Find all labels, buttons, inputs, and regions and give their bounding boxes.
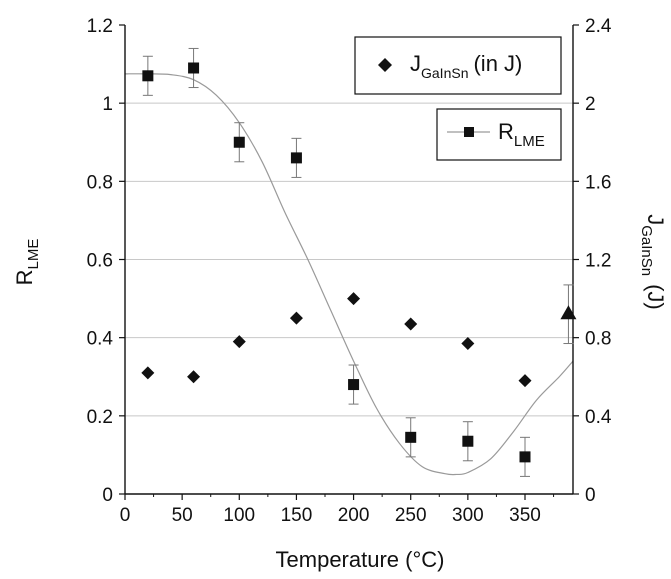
x-axis-title: Temperature (°C): [276, 547, 445, 572]
legend-diamond: JGaInSn (in J): [354, 36, 562, 95]
x-tick-label: 350: [509, 505, 541, 526]
left-tick-label: 1: [102, 94, 113, 115]
diamond-point: [187, 370, 201, 384]
diamond-point: [141, 366, 155, 380]
triangle-point: [560, 305, 577, 320]
left-tick-label: 0: [102, 485, 113, 506]
x-tick-label: 300: [452, 505, 484, 526]
diamond-point: [347, 292, 361, 306]
legend-square-label: RLME: [498, 119, 545, 150]
left-axis-title-main: R: [12, 269, 37, 285]
right-axis-title-sub: GaInSn: [638, 225, 655, 276]
grid-lines: [125, 102, 573, 417]
left-axis-title: RLME: [12, 239, 42, 286]
x-tick-label: 200: [338, 505, 370, 526]
square-point: [462, 435, 474, 447]
diamond-point: [461, 337, 475, 351]
legend-square-box: [436, 108, 562, 161]
right-tick-label: 2: [585, 94, 596, 115]
right-tick-label: 1.2: [585, 251, 611, 272]
right-axis-title-main: J: [643, 214, 668, 225]
diamond-point: [289, 311, 303, 325]
right-tick-label: 0: [585, 485, 596, 506]
square-point: [188, 62, 200, 74]
x-tick-label: 250: [395, 505, 427, 526]
square-point: [405, 431, 417, 443]
tick-marks: [119, 24, 579, 500]
diamond-point: [232, 335, 246, 349]
x-tick-label: 0: [120, 505, 131, 526]
right-axis-title: JGaInSn (J): [638, 214, 668, 310]
x-tick-labels: 0 50 100 150 200 250 300 350: [120, 505, 541, 526]
left-tick-label: 0.4: [87, 329, 114, 350]
left-tick-label: 0.2: [87, 407, 113, 428]
square-point: [142, 70, 154, 82]
left-tick-label: 0.8: [87, 172, 113, 193]
x-tick-label: 50: [172, 505, 193, 526]
legend-square-label-main: R: [498, 119, 514, 144]
right-axis-title-suffix: (J): [643, 284, 668, 310]
legend-diamond-label-sub: GaInSn: [421, 65, 468, 81]
legend-diamond-marker: [378, 58, 392, 72]
left-tick-label: 0.6: [87, 251, 113, 272]
right-tick-label: 1.6: [585, 172, 611, 193]
square-point: [348, 379, 360, 391]
fit-curve: [124, 73, 574, 476]
legend-square-marker: [464, 127, 474, 137]
right-tick-labels: 0 0.4 0.8 1.2 1.6 2 2.4: [585, 16, 612, 506]
square-point: [519, 451, 531, 463]
left-axis-title-sub: LME: [25, 239, 42, 270]
left-tick-label: 1.2: [87, 16, 113, 37]
square-point: [233, 136, 245, 148]
legend-square-label-sub: LME: [514, 133, 545, 150]
x-tick-label: 100: [223, 505, 255, 526]
data-marks: [141, 47, 577, 477]
x-tick-label: 150: [281, 505, 313, 526]
legend-square: RLME: [436, 108, 562, 161]
legend-diamond-label-main: J: [410, 51, 421, 76]
square-point: [290, 152, 302, 164]
right-tick-label: 2.4: [585, 16, 612, 37]
legend-diamond-label: JGaInSn (in J): [410, 51, 522, 81]
left-tick-labels: 0 0.2 0.4 0.6 0.8 1 1.2: [87, 16, 114, 506]
right-tick-label: 0.4: [585, 407, 612, 428]
diamond-point: [404, 317, 418, 331]
legend-diamond-label-suffix: (in J): [473, 51, 522, 76]
diamond-point: [518, 374, 532, 388]
right-tick-label: 0.8: [585, 329, 611, 350]
